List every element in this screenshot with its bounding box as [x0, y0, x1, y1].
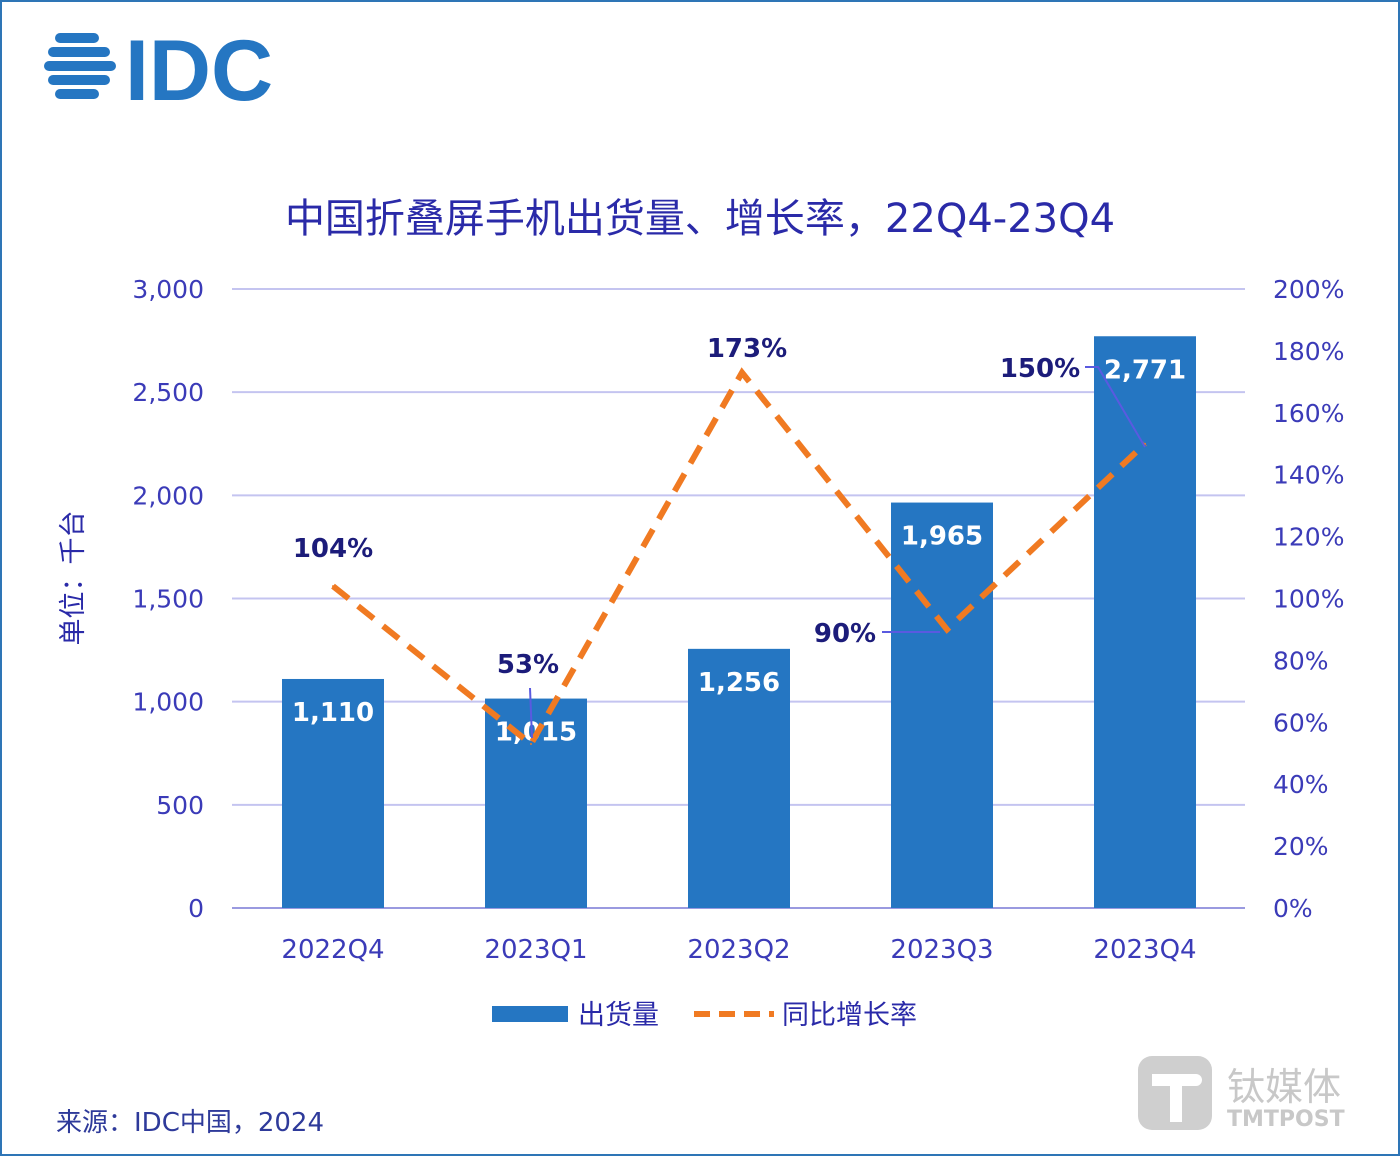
bar-value-label: 1,256 — [698, 668, 780, 698]
leader-line — [529, 687, 533, 739]
y-tick-label: 3,000 — [132, 275, 204, 304]
logo-globe-stripe — [55, 33, 99, 43]
y-tick-label: 0 — [188, 894, 204, 923]
logo-globe-stripe — [55, 89, 99, 99]
y2-tick-label: 80% — [1273, 646, 1329, 675]
watermark-cn: 钛媒体 — [1227, 1065, 1341, 1109]
source-note: 来源：IDC中国，2024 — [56, 1108, 325, 1138]
growth-value-label: 150% — [1000, 354, 1080, 384]
y2-tick-label: 140% — [1273, 461, 1344, 490]
y-tick-label: 2,000 — [132, 481, 204, 510]
x-tick-label: 2023Q4 — [1093, 935, 1196, 965]
watermark-en: TMTPOST — [1227, 1107, 1345, 1132]
growth-value-label: 90% — [814, 619, 876, 649]
y-tick-label: 1,000 — [132, 688, 204, 717]
y2-tick-label: 120% — [1273, 523, 1344, 552]
legend-bar-label: 出货量 — [578, 1000, 659, 1031]
growth-value-label: 53% — [497, 650, 559, 680]
idc-logo — [44, 33, 116, 99]
logo-globe-stripe — [48, 47, 110, 57]
y2-tick-label: 160% — [1273, 399, 1344, 428]
x-tick-label: 2023Q3 — [890, 935, 993, 965]
y2-tick-label: 60% — [1273, 708, 1329, 737]
x-tick-label: 2022Q4 — [281, 935, 384, 965]
x-tick-label: 2023Q2 — [687, 935, 790, 965]
y-axis-label: 单位：千台 — [58, 511, 89, 646]
logo-globe-stripe — [48, 75, 110, 85]
growth-point-2023Q1 — [530, 742, 532, 745]
y-tick-label: 1,500 — [132, 585, 204, 614]
chart-title: 中国折叠屏手机出货量、增长率，22Q4-23Q4 — [285, 196, 1115, 242]
logo-globe-stripe — [44, 61, 116, 71]
bar-2022Q4 — [282, 678, 384, 908]
y-tick-label: 500 — [156, 791, 204, 820]
bar-value-label: 2,771 — [1104, 355, 1186, 385]
growth-point-2023Q2 — [741, 371, 743, 374]
y2-tick-label: 0% — [1273, 894, 1313, 923]
bar-value-label: 1,965 — [901, 522, 983, 552]
idc-logo-text: IDC — [125, 23, 273, 119]
y2-tick-label: 180% — [1273, 337, 1344, 366]
growth-value-label: 104% — [293, 534, 373, 564]
legend-line-label: 同比增长率 — [782, 1000, 917, 1031]
bar-2023Q3 — [891, 502, 993, 908]
x-tick-label: 2023Q1 — [484, 935, 587, 965]
growth-point-2023Q3 — [946, 628, 948, 631]
bar-2023Q2 — [688, 648, 790, 908]
y2-tick-label: 40% — [1273, 770, 1329, 799]
bar-value-label: 1,110 — [292, 698, 374, 728]
y2-tick-label: 20% — [1273, 832, 1329, 861]
legend-bar-swatch — [492, 1006, 568, 1022]
leader-line — [1085, 366, 1146, 448]
y-tick-label: 2,500 — [132, 378, 204, 407]
tmtpost-logo-t-glyph — [1152, 1074, 1202, 1122]
y2-tick-label: 200% — [1273, 275, 1344, 304]
growth-value-label: 173% — [707, 334, 787, 364]
growth-point-2022Q4 — [332, 585, 334, 588]
y2-tick-label: 100% — [1273, 585, 1344, 614]
bar-2023Q4 — [1094, 336, 1196, 908]
